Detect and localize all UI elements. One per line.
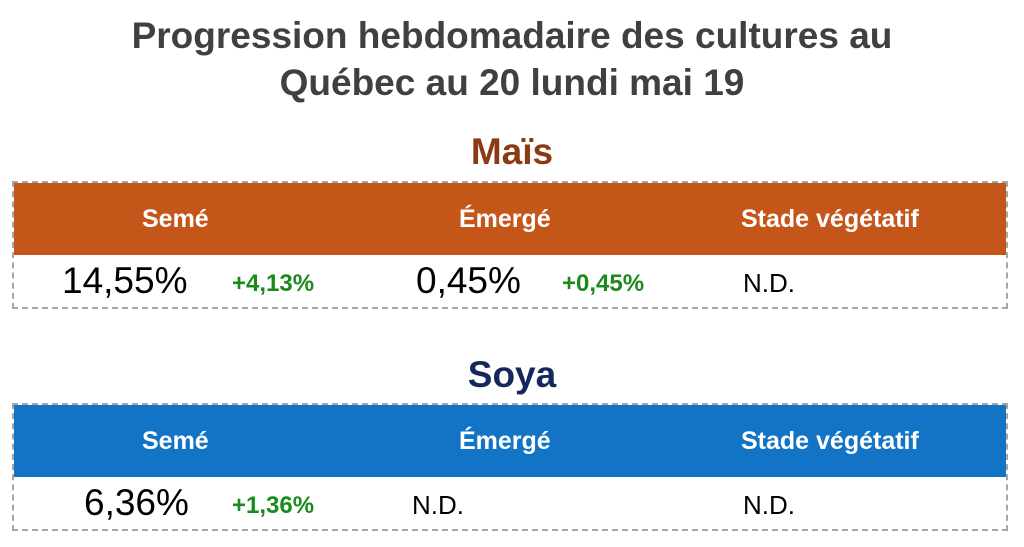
mais-section-title: Maïs (470, 131, 554, 172)
mais-header-emerge: Émergé (459, 205, 551, 233)
mais-header-stade: Stade végétatif (741, 205, 919, 233)
soya-seme-value: 6,36% (84, 482, 189, 523)
soya-header-stade: Stade végétatif (741, 427, 919, 455)
soya-table-header: Semé Émergé Stade végétatif (14, 405, 1006, 477)
page-title-line-2: Québec au 20 lundi mai 19 (279, 62, 745, 103)
mais-emerge-value: 0,45% (416, 260, 521, 301)
page-title-line-1: Progression hebdomadaire des cultures au (131, 15, 893, 56)
soya-table: Semé Émergé Stade végétatif 6,36% +1,36%… (12, 403, 1008, 531)
mais-stade-value: N.D. (743, 268, 795, 298)
soya-seme-delta: +1,36% (232, 492, 315, 519)
soya-table-row: 6,36% +1,36% N.D. N.D. (14, 477, 1006, 529)
soya-stade-value: N.D. (743, 490, 795, 520)
mais-header-seme: Semé (142, 205, 209, 233)
mais-table: Semé Émergé Stade végétatif 14,55% +4,13… (12, 181, 1008, 309)
soya-emerge-value: N.D. (412, 490, 464, 520)
mais-emerge-delta: +0,45% (562, 270, 645, 297)
page-title: Progression hebdomadaire des cultures au… (0, 12, 1024, 106)
mais-table-row: 14,55% +4,13% 0,45% +0,45% N.D. (14, 255, 1006, 307)
soya-header-emerge: Émergé (459, 427, 551, 455)
soya-section-title: Soya (467, 354, 557, 395)
mais-seme-value: 14,55% (62, 260, 188, 301)
mais-table-header: Semé Émergé Stade végétatif (14, 183, 1006, 255)
soya-header-seme: Semé (142, 427, 209, 455)
mais-seme-delta: +4,13% (232, 270, 315, 297)
